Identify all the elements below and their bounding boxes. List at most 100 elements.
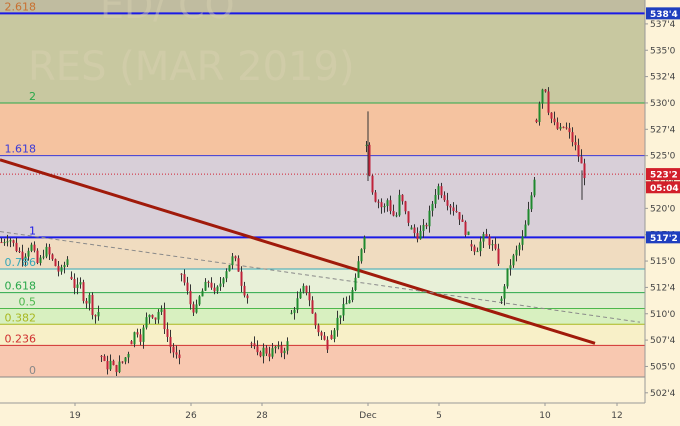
candle-body — [280, 345, 283, 354]
time-tick-label: 28 — [256, 411, 268, 421]
candle-body — [330, 334, 333, 340]
candle-body — [377, 201, 380, 203]
candle-body — [15, 242, 18, 252]
candle-body — [506, 268, 509, 287]
fib-label: 1.618 — [5, 143, 37, 156]
price-tick-label: 502'4 — [650, 389, 676, 399]
candle-body — [240, 271, 243, 286]
candle-body — [274, 346, 277, 349]
fib-label: 2.618 — [5, 0, 37, 13]
candle-body — [580, 156, 583, 164]
candle-body — [66, 259, 69, 266]
candle-body — [345, 303, 348, 305]
candle-body — [195, 304, 198, 313]
candle-body — [243, 285, 246, 296]
candle-body — [231, 256, 234, 266]
candle-body — [0, 242, 3, 244]
watermark-text: RES (MAR 2019) — [28, 44, 355, 90]
candle-body — [491, 244, 494, 246]
candle-body — [527, 209, 530, 225]
candle-body — [559, 126, 562, 129]
fib-band — [0, 308, 645, 325]
candle-body — [389, 200, 392, 212]
candle-body — [383, 205, 386, 208]
candle-body — [103, 356, 106, 362]
candle-body — [336, 317, 339, 331]
candle-body — [225, 271, 228, 279]
candle-body — [535, 119, 538, 122]
candle-body — [339, 315, 342, 318]
candle-body — [216, 286, 219, 292]
candle-body — [553, 118, 556, 123]
fib-label: 0.5 — [19, 295, 37, 308]
candle-body — [293, 309, 296, 313]
candle-body — [172, 346, 175, 353]
axis-strip — [645, 0, 680, 403]
candle-body — [476, 251, 479, 253]
candle-body — [333, 330, 336, 340]
candle-body — [443, 195, 446, 201]
candle-body — [320, 332, 323, 336]
candle-body — [250, 343, 253, 345]
candle-body — [121, 361, 124, 363]
candle-body — [357, 261, 360, 278]
candle-body — [76, 284, 79, 288]
candle-body — [449, 205, 452, 208]
candles — [0, 87, 586, 377]
candle-body — [348, 300, 351, 304]
candle-body — [317, 325, 320, 333]
candle-body — [544, 89, 547, 92]
candle-body — [455, 210, 458, 213]
time-tick-label: 19 — [69, 411, 81, 421]
fib-label: 0.382 — [5, 311, 37, 324]
fib-band — [0, 292, 645, 309]
candle-body — [33, 244, 36, 251]
candle-body — [109, 360, 112, 370]
candle-body — [57, 266, 60, 272]
fib-band — [0, 345, 645, 377]
candle-body — [283, 350, 286, 354]
candle-body — [342, 304, 345, 316]
candle-body — [509, 265, 512, 269]
price-tick-label: 537'4 — [650, 20, 676, 30]
candle-body — [574, 142, 577, 146]
trendlines — [0, 158, 641, 345]
candle-body — [246, 295, 249, 299]
time-tick-label: 5 — [436, 411, 442, 421]
price-tick-label: 512'4 — [650, 283, 676, 293]
fib-band — [0, 237, 645, 269]
candle-body — [290, 312, 293, 314]
price-tag-label: 05:04 — [650, 184, 679, 194]
candle-body — [18, 251, 21, 253]
candle-body — [27, 250, 30, 257]
fib-band — [0, 13, 645, 103]
candle-body — [127, 353, 130, 358]
candle-body — [354, 277, 357, 291]
candle-body — [368, 144, 371, 176]
candle-body — [145, 317, 148, 328]
candle-body — [461, 219, 464, 222]
candle-body — [410, 227, 413, 230]
candle-body — [82, 282, 85, 301]
candle-body — [91, 294, 94, 316]
candle-body — [166, 329, 169, 337]
candle-body — [100, 355, 103, 357]
candle-body — [550, 112, 553, 119]
candle-body — [6, 241, 9, 243]
candle-body — [565, 127, 568, 129]
candle-body — [237, 258, 240, 272]
candle-body — [485, 234, 488, 237]
fib-label: 1 — [29, 224, 36, 237]
price-tag — [646, 231, 680, 244]
candle-body — [169, 336, 172, 347]
candle-body — [286, 341, 289, 351]
candle-body — [115, 365, 118, 373]
price-tick-label: 505'0 — [650, 362, 676, 372]
candle-body — [213, 287, 216, 292]
candle-body — [21, 251, 24, 260]
candle-body — [437, 186, 440, 195]
candle-body — [198, 296, 201, 305]
candle-body — [106, 361, 109, 370]
price-tick-label: 507'4 — [650, 336, 676, 346]
price-tags: 538'4 523'2 05:04 517'2 — [646, 7, 680, 244]
